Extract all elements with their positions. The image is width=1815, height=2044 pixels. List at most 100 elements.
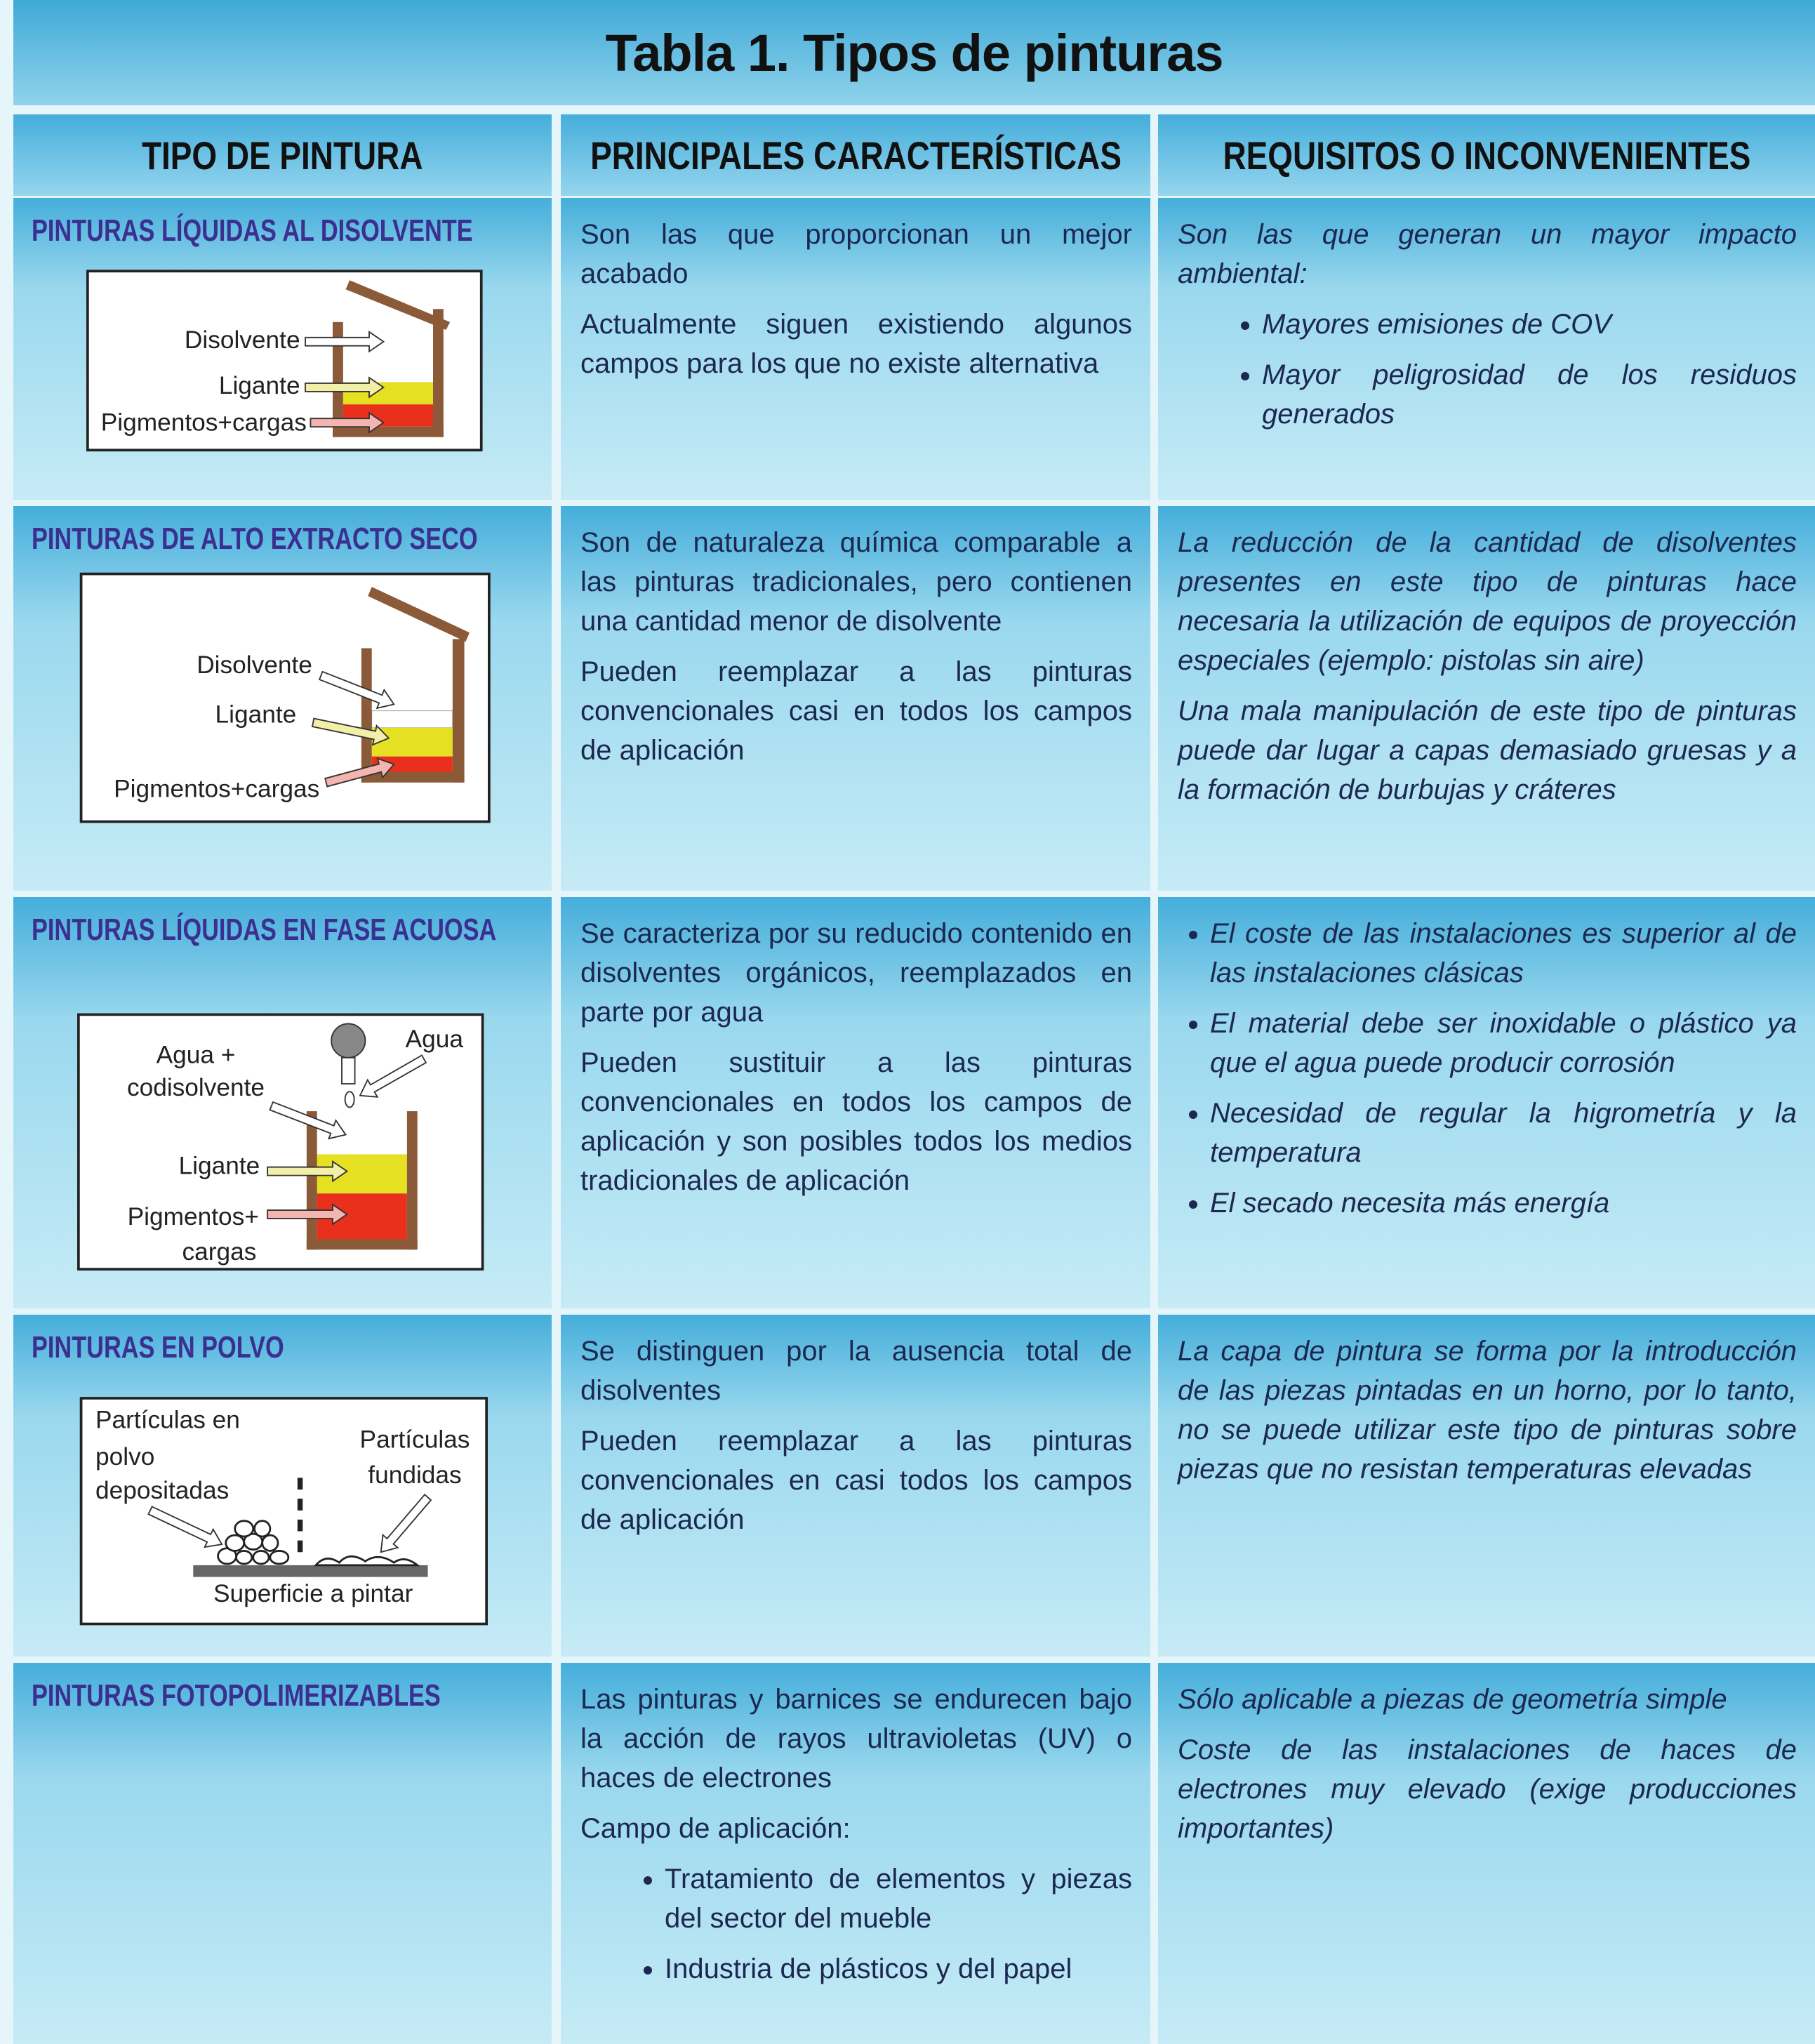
characteristic-text: Actualmente siguen existiendo algunos ca… [580,309,1132,379]
diagram-rect [333,321,343,437]
diagram-ellipse [344,1091,355,1108]
diagram-path [313,1555,420,1567]
diagram-label: Disolvente [185,326,300,354]
diagram-polygon [305,331,385,353]
paint-type: PINTURAS DE ALTO EXTRACTO SECO [32,522,478,556]
diagram-polygon [267,1160,349,1183]
characteristics-cell: Se caracteriza por su reducido contenido… [561,897,1150,1308]
diagram-polygon [324,757,395,788]
paint-type: PINTURAS LÍQUIDAS AL DISOLVENTE [32,213,473,248]
requirements-cell: La capa de pintura se forma por la intro… [1158,1315,1815,1657]
characteristics-list: Tratamiento de elementos y piezas del se… [580,1859,1132,1989]
diagram-rect [406,1111,418,1250]
paint-type: PINTURAS FOTOPOLIMERIZABLES [32,1678,441,1713]
diagram-ellipse [261,1534,279,1552]
diagram-polygon [359,1054,427,1098]
diagram-label: Partículas [360,1426,470,1454]
list-item: El material debe ser inoxidable o plásti… [1210,1004,1797,1082]
diagram-polygon [380,1494,432,1553]
requirement-text: La capa de pintura se forma por la intro… [1178,1336,1797,1485]
characteristic-text: Se distinguen por la ausencia total de d… [580,1336,1132,1406]
paint-type: PINTURAS EN POLVO [32,1330,284,1365]
diagram-polygon [267,1203,349,1226]
paint-type: PINTURAS LÍQUIDAS EN FASE ACUOSA [32,912,497,947]
characteristics-cell: Las pinturas y barnices se endurecen baj… [561,1663,1150,2044]
requirements-cell: Son las que generan un mayor impacto amb… [1158,198,1815,500]
diagram-ellipse [252,1550,270,1565]
characteristics-cell: Son las que proporcionan un mejor acabad… [561,198,1150,500]
requirement-text: Coste de las instalaciones de haces de e… [1178,1734,1797,1844]
diagram-ellipse [269,1550,290,1565]
characteristic-text: Pueden reemplazar a las pinturas convenc… [580,656,1132,766]
diagram-polygon [305,376,385,399]
diagram-ellipse [225,1534,246,1552]
requirements-list: Mayores emisiones de COV Mayor peligrosid… [1178,305,1797,434]
list-item: El secado necesita más energía [1210,1183,1797,1223]
diagram-polygon [368,587,470,642]
characteristic-text: Campo de aplicación: [580,1813,851,1844]
column-header-text: PRINCIPALES CARACTERÍSTICAS [590,133,1122,178]
requirements-cell: El coste de las instalaciones es superio… [1158,897,1815,1308]
requirements-cell: La reducción de la cantidad de disolvent… [1158,506,1815,891]
diagram-polygon [345,280,451,331]
diagram-label: depositadas [95,1477,229,1504]
diagram-ellipse [234,1520,255,1538]
diagram-label: Pigmentos+cargas [114,775,319,802]
diagram-polygon [147,1506,223,1548]
column-header-text: REQUISITOS O INCONVENIENTES [1223,133,1750,178]
list-item: Mayor peligrosidad de los residuos gener… [1262,355,1797,434]
diagram-ellipse [235,1550,253,1565]
diagram-label: polvo [95,1443,154,1471]
requirements-cell: Sólo aplicable a piezas de geometría sim… [1158,1663,1815,2044]
list-item: Mayores emisiones de COV [1262,305,1797,344]
column-header: TIPO DE PINTURA [13,114,552,196]
list-item: El coste de las instalaciones es superio… [1210,914,1797,993]
table-title: Tabla 1. Tipos de pinturas [13,0,1815,105]
diagram-label: Ligante [215,701,297,728]
list-item: Necesidad de regular la higrometría y la… [1210,1094,1797,1172]
type-cell: Disolvente Ligante Pigmentos+cargas PINTURA… [13,198,552,500]
diagram-rect [371,727,453,757]
diagram-rect [452,639,465,783]
requirement-text: Una mala manipulación de este tipo de pi… [1178,696,1797,805]
diagram: Disolvente Ligante Pigmentos+cargas [86,270,483,452]
diagram-rect [193,1565,428,1577]
diagram-polygon [310,411,385,434]
diagram: Partículas en polvo depositadas Partículas f… [79,1397,488,1626]
diagram-rect [371,710,453,729]
requirement-text: Son las que generan un mayor impacto amb… [1178,219,1797,289]
requirements-list: El coste de las instalaciones es superio… [1178,914,1797,1223]
characteristic-text: Pueden reemplazar a las pinturas convenc… [580,1426,1132,1535]
diagram-g [217,1520,420,1567]
list-item: Tratamiento de elementos y piezas del se… [665,1859,1132,1938]
column-header-text: TIPO DE PINTURA [142,133,423,178]
diagram: Disolvente Ligante Pigmentos+cargas [79,572,491,823]
list-item: Industria de plásticos y del papel [665,1949,1132,1989]
diagram-label: Ligante [219,372,300,399]
type-cell: PINTURAS FOTOPOLIMERIZABLES [13,1663,552,2044]
type-cell: Agua + codisolvente Agua Ligante Pigmentos+ c… [13,897,552,1308]
diagram: Agua + codisolvente Agua Ligante Pigmentos+ c… [77,1013,484,1271]
diagram-rect [306,1111,317,1250]
diagram-label: Agua [406,1026,464,1053]
characteristic-text: Se caracteriza por su reducido contenido… [580,918,1132,1028]
diagram-polygon [311,717,390,746]
diagram-label: Agua + [157,1041,236,1068]
requirement-text: La reducción de la cantidad de disolvent… [1178,527,1797,676]
diagram-label: Pigmentos+cargas [101,409,307,436]
diagram-label: Partículas en [95,1407,240,1434]
characteristics-cell: Son de naturaleza química comparable a l… [561,506,1150,891]
column-header: PRINCIPALES CARACTERÍSTICAS [561,114,1150,196]
diagram-rect [341,1056,356,1084]
diagram-rect [433,309,444,437]
diagram-label: Pigmentos+ [128,1203,259,1230]
requirement-text: Sólo aplicable a piezas de geometría sim… [1178,1684,1727,1715]
diagram-rect [333,426,444,437]
diagram-ellipse [253,1520,272,1538]
diagram-label: fundidas [368,1461,461,1489]
diagram-label: Superficie a pintar [213,1580,413,1607]
column-header: REQUISITOS O INCONVENIENTES [1158,114,1815,196]
diagram-label: Ligante [179,1152,260,1179]
characteristic-text: Son las que proporcionan un mejor acabad… [580,219,1132,289]
